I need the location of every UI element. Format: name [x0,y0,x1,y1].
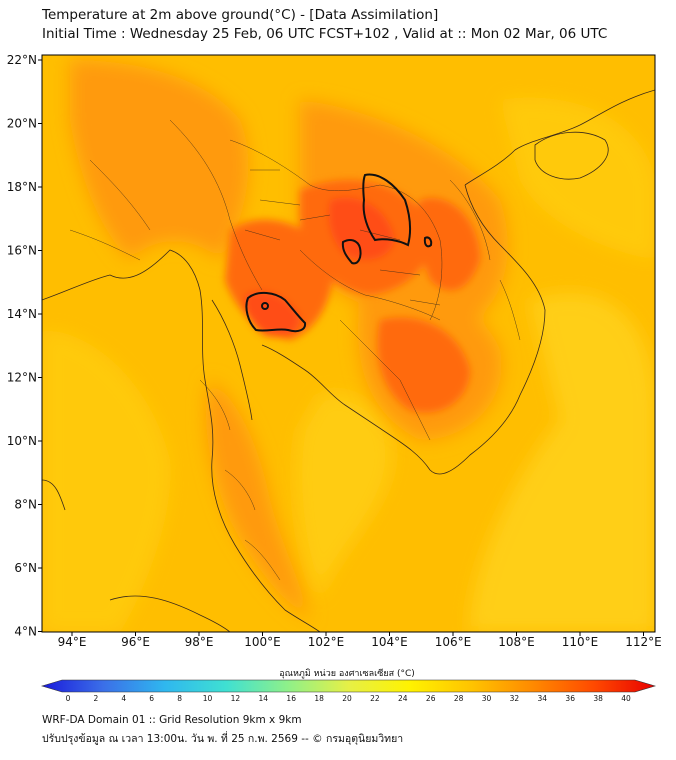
temperature-contours [245,173,433,333]
lon-tick-label: 96°E [121,635,150,649]
lon-tick-label: 94°E [58,635,87,649]
lat-tick-label: 14°N [7,307,37,321]
colorbar-tick-label: 32 [510,694,520,703]
latitude-axis: 22°N 20°N 18°N 16°N 14°N 12°N 10°N 8°N 6°N 4°N [7,53,42,639]
map-frame [41,54,656,633]
colorbar: อุณหภูมิ หน่วย องศาเซลเซียส (°C) 0 2 4 6 8 10… [40,668,657,703]
lat-tick-label: 18°N [7,180,37,194]
footer-update-info: ปรับปรุงข้อมูล ณ เวลา 13:00น. วัน พ. ที่… [42,733,404,745]
colorbar-tick-label: 22 [370,694,380,703]
lon-tick-label: 104°E [371,635,408,649]
colorbar-tick-label: 18 [314,694,324,703]
lon-tick-label: 110°E [562,635,599,649]
colorbar-tick-label: 16 [286,694,296,703]
coastlines [42,89,655,632]
colorbar-tick-label: 26 [426,694,436,703]
colorbar-tick-label: 0 [66,694,71,703]
colorbar-tick-label: 40 [621,694,631,703]
colorbar-tick-label: 10 [203,694,213,703]
lat-tick-label: 22°N [7,53,37,67]
lon-tick-label: 102°E [308,635,345,649]
colorbar-tick-label: 20 [342,694,352,703]
colorbar-tick-label: 6 [149,694,154,703]
longitude-axis: 94°E 96°E 98°E 100°E 102°E 104°E 106°E 108°E 110… [58,632,662,649]
colorbar-tick-label: 30 [482,694,492,703]
colorbar-tick-label: 14 [259,694,269,703]
lat-tick-label: 12°N [7,371,37,385]
lon-tick-label: 108°E [498,635,535,649]
colorbar-tick-label: 34 [538,694,548,703]
lon-tick-label: 112°E [625,635,662,649]
lat-tick-label: 10°N [7,434,37,448]
colorbar-tick-label: 8 [177,694,182,703]
map-title-line1: Temperature at 2m above ground(°C) - [Da… [42,7,439,23]
footer-model-info: WRF-DA Domain 01 :: Grid Resolution 9km … [42,714,302,726]
lat-tick-label: 6°N [14,561,37,575]
lon-tick-label: 106°E [435,635,472,649]
colorbar-tick-label: 4 [121,694,126,703]
lon-tick-label: 100°E [244,635,281,649]
colorbar-tick-label: 2 [94,694,99,703]
colorbar-ramp [40,679,657,693]
colorbar-tick-label: 36 [565,694,575,703]
lat-tick-label: 16°N [7,244,37,258]
lat-tick-label: 8°N [14,498,37,512]
lon-tick-label: 98°E [185,635,214,649]
colorbar-ticks: 0 2 4 6 8 10 12 14 16 18 20 22 24 26 28 30 32 34 36 38 40 [66,694,631,703]
admin-borders [69,119,521,581]
temperature-field [42,55,655,632]
colorbar-tick-label: 28 [454,694,464,703]
map-title-line2: Initial Time : Wednesday 25 Feb, 06 UTC … [42,26,608,42]
colorbar-title: อุณหภูมิ หน่วย องศาเซลเซียส (°C) [279,668,415,679]
lat-tick-label: 4°N [14,625,37,639]
colorbar-tick-label: 12 [231,694,241,703]
colorbar-tick-label: 38 [593,694,603,703]
lat-tick-label: 20°N [7,117,37,131]
colorbar-tick-label: 24 [398,694,408,703]
